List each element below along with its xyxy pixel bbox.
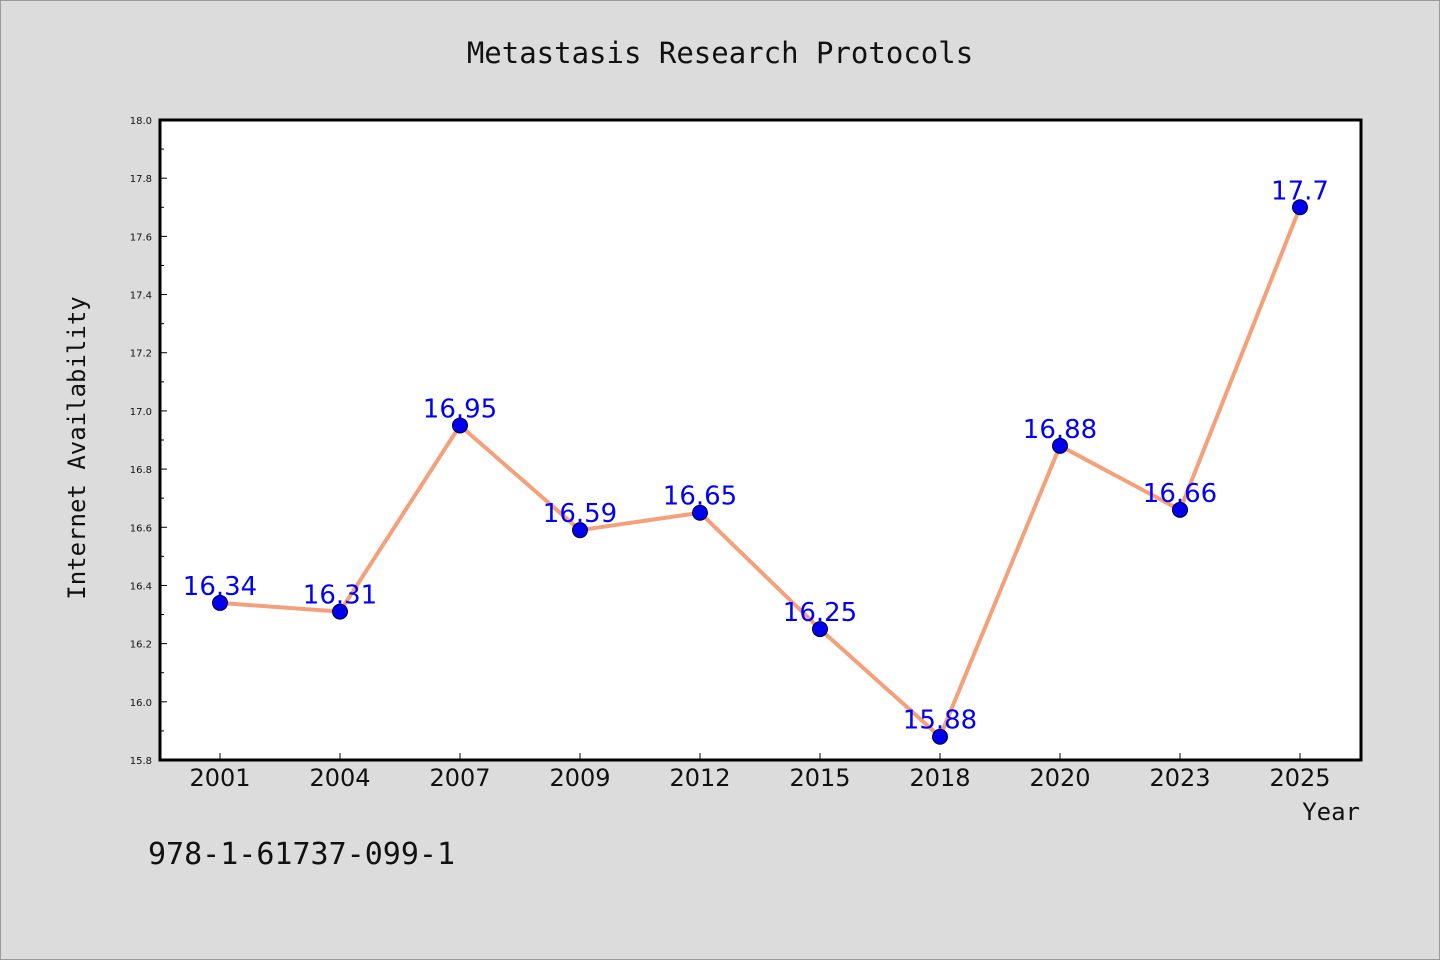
y-tick-label: 16.6 bbox=[130, 523, 152, 534]
data-point bbox=[692, 504, 708, 521]
y-axis-title: Internet Availability bbox=[63, 296, 91, 599]
y-tick-label: 17.0 bbox=[130, 407, 152, 418]
data-point bbox=[212, 594, 228, 611]
y-tick-label: 18.0 bbox=[130, 116, 152, 127]
data-label: 16.31 bbox=[303, 581, 377, 611]
data-point bbox=[572, 522, 588, 539]
data-label: 16.88 bbox=[1023, 415, 1097, 445]
data-label: 16.34 bbox=[183, 572, 257, 602]
x-tick-label: 2012 bbox=[669, 764, 730, 792]
data-point bbox=[1172, 501, 1188, 518]
y-tick-label: 17.8 bbox=[130, 174, 152, 185]
data-labels: 16.34 16.31 16.95 16.59 16.65 16.25 15.88 16.88… bbox=[183, 176, 1329, 735]
x-tick-label: 2009 bbox=[549, 764, 610, 792]
y-tick-label: 17.6 bbox=[130, 232, 152, 243]
data-label: 16.25 bbox=[783, 598, 857, 628]
data-label: 15.88 bbox=[903, 706, 977, 736]
data-point bbox=[932, 728, 948, 745]
data-label: 17.7 bbox=[1271, 176, 1329, 206]
y-tick-label: 17.2 bbox=[130, 349, 152, 360]
data-point bbox=[1292, 199, 1308, 216]
chart-title: Metastasis Research Protocols bbox=[467, 36, 973, 70]
x-axis: 2001 2004 2007 2009 2012 2015 2018 2020 2023 2025 bbox=[189, 753, 1331, 792]
x-tick-label: 2007 bbox=[429, 764, 490, 792]
data-point bbox=[1052, 437, 1068, 454]
plot-area bbox=[158, 118, 1363, 762]
y-tick-label: 15.8 bbox=[130, 756, 152, 767]
x-tick-label: 2001 bbox=[189, 764, 250, 792]
data-label: 16.95 bbox=[423, 394, 497, 424]
series-line bbox=[219, 206, 1302, 739]
y-tick-label: 16.4 bbox=[130, 581, 152, 592]
x-tick-label: 2020 bbox=[1029, 764, 1090, 792]
x-tick-label: 2018 bbox=[909, 764, 970, 792]
data-point bbox=[452, 417, 468, 434]
isbn-annotation: 978-1-61737-099-1 bbox=[148, 837, 455, 872]
y-axis: 15.8 16.0 16.2 16.4 16.6 16.8 17.0 17.2 17.4 17.6… bbox=[130, 116, 167, 767]
data-label: 16.65 bbox=[663, 482, 737, 512]
x-tick-label: 2015 bbox=[789, 764, 850, 792]
y-tick-label: 16.2 bbox=[130, 640, 152, 651]
x-tick-label: 2023 bbox=[1149, 764, 1210, 792]
data-label: 16.59 bbox=[543, 499, 617, 529]
x-tick-label: 2004 bbox=[309, 764, 370, 792]
x-axis-title: Year bbox=[1302, 798, 1360, 826]
y-tick-label: 16.0 bbox=[130, 698, 152, 709]
y-tick-label: 17.4 bbox=[130, 291, 152, 302]
series-layer bbox=[212, 199, 1308, 745]
x-tick-label: 2025 bbox=[1269, 764, 1330, 792]
data-label: 16.66 bbox=[1143, 479, 1217, 509]
y-tick-label: 16.8 bbox=[130, 465, 152, 476]
data-point bbox=[332, 603, 348, 620]
data-point bbox=[812, 621, 828, 638]
